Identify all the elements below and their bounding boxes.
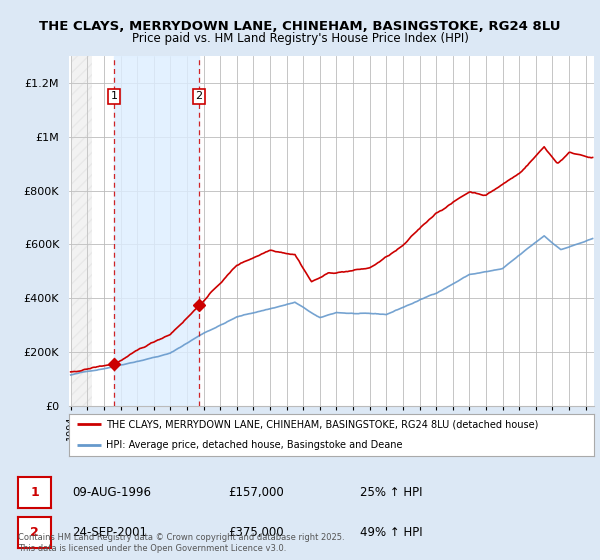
Text: 2: 2 <box>196 91 202 101</box>
Text: 24-SEP-2001: 24-SEP-2001 <box>72 526 147 539</box>
Bar <box>71 56 92 406</box>
Text: 1: 1 <box>110 91 118 101</box>
Text: Price paid vs. HM Land Registry's House Price Index (HPI): Price paid vs. HM Land Registry's House … <box>131 32 469 45</box>
Text: HPI: Average price, detached house, Basingstoke and Deane: HPI: Average price, detached house, Basi… <box>106 440 402 450</box>
Text: 25% ↑ HPI: 25% ↑ HPI <box>360 486 422 499</box>
Text: THE CLAYS, MERRYDOWN LANE, CHINEHAM, BASINGSTOKE, RG24 8LU: THE CLAYS, MERRYDOWN LANE, CHINEHAM, BAS… <box>39 20 561 32</box>
Bar <box>114 56 199 406</box>
Text: Contains HM Land Registry data © Crown copyright and database right 2025.
This d: Contains HM Land Registry data © Crown c… <box>18 533 344 553</box>
Text: £157,000: £157,000 <box>228 486 284 499</box>
Text: 2: 2 <box>30 526 39 539</box>
Text: 1: 1 <box>30 486 39 499</box>
Text: THE CLAYS, MERRYDOWN LANE, CHINEHAM, BASINGSTOKE, RG24 8LU (detached house): THE CLAYS, MERRYDOWN LANE, CHINEHAM, BAS… <box>106 419 538 429</box>
Text: 09-AUG-1996: 09-AUG-1996 <box>72 486 151 499</box>
Text: 49% ↑ HPI: 49% ↑ HPI <box>360 526 422 539</box>
Text: £375,000: £375,000 <box>228 526 284 539</box>
